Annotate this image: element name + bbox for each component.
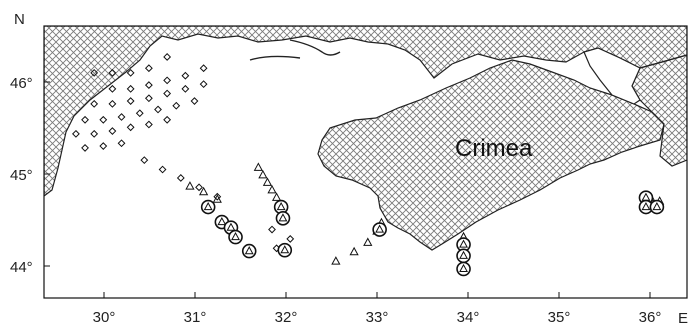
station-triangle: [212, 194, 222, 203]
lon-tick-label: 31°: [184, 309, 207, 326]
north-axis-label: N: [14, 11, 25, 28]
station-diamond: [108, 84, 117, 93]
station-triangle: [271, 192, 282, 201]
lat-tick-label: 45°: [10, 167, 33, 184]
station-triangle: [198, 186, 209, 196]
station-diamond: [190, 97, 199, 105]
east-axis-label: E: [678, 310, 688, 327]
station-diamond: [126, 68, 135, 77]
station-circle: [228, 229, 243, 245]
station-circle: [456, 261, 471, 277]
station-diamond: [108, 127, 117, 135]
station-symbols: [72, 53, 665, 277]
lon-tick-label: 30°: [93, 309, 116, 326]
map-frame: [43, 25, 688, 299]
station-diamond: [286, 235, 295, 243]
station-diamond: [126, 123, 135, 132]
station-diamond: [163, 89, 172, 98]
station-circled-triangle: [203, 201, 213, 211]
station-diamond: [72, 129, 80, 138]
station-circled-triangle: [375, 224, 385, 233]
station-diamond: [99, 142, 108, 150]
crimea-label: Crimea: [455, 135, 533, 162]
station-diamond: [144, 81, 153, 89]
station-circled-triangle: [459, 263, 468, 273]
lon-tick-label: 36°: [639, 309, 662, 326]
station-diamond: [195, 183, 203, 192]
crimea-peninsula: [317, 59, 665, 251]
station-triangle: [185, 181, 195, 190]
lat-ticks: 46° 45° 44°: [10, 75, 50, 276]
lon-tick-label: 34°: [457, 309, 480, 326]
station-diamond: [172, 101, 181, 110]
station-circled-triangle: [217, 216, 227, 226]
karkinit-bay-spit: [249, 39, 341, 61]
station-circle: [200, 199, 216, 215]
station-diamond: [108, 99, 117, 108]
station-diamond: [135, 109, 144, 118]
station-circle: [277, 242, 293, 258]
station-diamond: [81, 115, 89, 124]
sea-of-azov-water: [583, 47, 641, 105]
station-circle: [372, 222, 387, 237]
station-diamond: [144, 64, 153, 73]
station-diamond: [90, 99, 99, 108]
station-circled-triangle: [459, 250, 468, 259]
station-diamond: [154, 105, 162, 114]
station-diamond: [108, 68, 117, 77]
station-circled-triangle: [280, 245, 290, 254]
station-circled-triangle: [276, 201, 286, 211]
station-diamond: [99, 115, 108, 124]
lat-tick-label: 46°: [10, 75, 33, 92]
lat-tick-label: 44°: [10, 259, 33, 276]
station-diamond: [181, 84, 190, 93]
station-diamond: [163, 53, 172, 61]
station-triangle: [253, 162, 263, 171]
lon-ticks: 30° 31° 32° 33° 34° 35° 36°: [93, 292, 662, 326]
station-circled-triangle: [244, 246, 254, 255]
station-diamond: [199, 64, 208, 73]
station-diamond: [117, 139, 126, 148]
station-circled-triangle: [226, 222, 236, 231]
station-triangle: [262, 177, 273, 186]
station-triangle: [363, 237, 373, 246]
station-diamond: [126, 97, 135, 105]
station-diamond: [181, 71, 190, 80]
station-circled-triangle: [459, 239, 468, 248]
station-circled-triangle: [231, 231, 240, 241]
station-diamond: [90, 129, 99, 138]
station-diamond: [199, 80, 208, 89]
station-diamond: [176, 174, 185, 182]
lon-tick-label: 35°: [548, 309, 571, 326]
station-diamond: [90, 68, 99, 77]
lon-tick-label: 32°: [275, 309, 298, 326]
station-triangle: [331, 256, 341, 265]
station-diamond: [117, 113, 126, 121]
landmass-layer: [44, 26, 687, 251]
station-diamond: [163, 76, 172, 85]
station-circled-triangle: [278, 213, 288, 222]
station-diamond: [268, 225, 276, 234]
station-diamond: [158, 165, 167, 174]
station-circle: [275, 210, 291, 226]
station-circled-triangle: [641, 201, 651, 211]
station-diamond: [81, 144, 89, 152]
station-diamond: [163, 115, 172, 124]
station-diamond: [126, 84, 135, 93]
station-circle: [241, 243, 257, 259]
station-diamond: [144, 120, 153, 129]
station-triangle: [349, 246, 359, 256]
station-diamond: [213, 192, 222, 201]
station-circle: [649, 199, 665, 215]
station-triangle: [258, 169, 268, 179]
station-diamond: [144, 94, 153, 103]
station-triangle: [267, 184, 277, 194]
lon-tick-label: 33°: [366, 309, 389, 326]
station-circled-triangle: [652, 201, 662, 211]
station-diamond: [140, 156, 149, 165]
